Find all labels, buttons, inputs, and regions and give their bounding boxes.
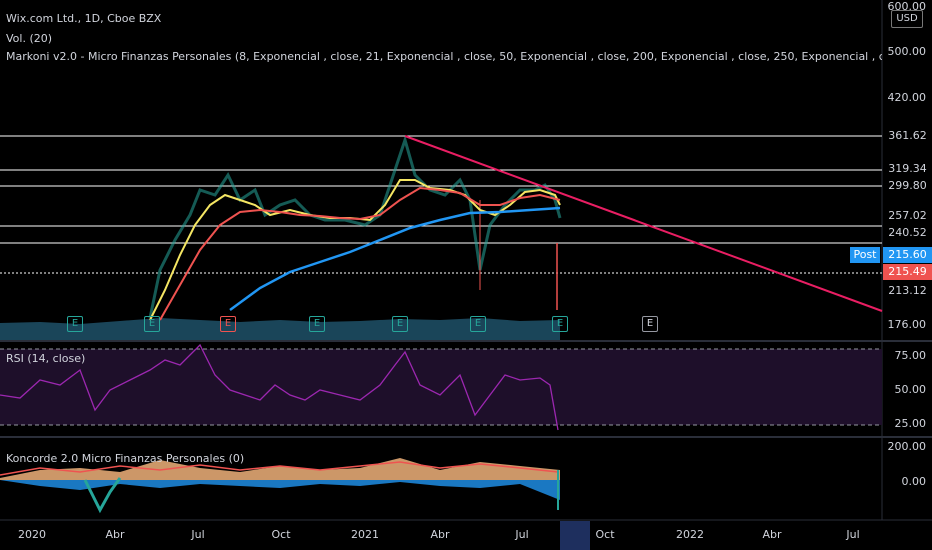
time-axis-label: Abr (762, 528, 782, 541)
time-axis-label: Jul (191, 528, 205, 541)
rsi-legend[interactable]: RSI (14, close) (6, 352, 86, 365)
koncorde-area-blue (0, 480, 560, 500)
time-axis-label: Jul (846, 528, 860, 541)
post-market-badge: Post (850, 247, 880, 263)
earnings-marker[interactable]: E (392, 316, 408, 332)
last-price-tag: 215.49 (883, 264, 932, 280)
descending-trendline (404, 135, 883, 312)
earnings-marker[interactable]: E (470, 316, 486, 332)
koncorde-red-line (0, 461, 559, 476)
price-axis-label: 600.00 (887, 0, 927, 13)
indicator-legend[interactable]: Markoni v2.0 - Micro Finanzas Personales… (6, 50, 882, 63)
ema-mid-line (159, 186, 561, 321)
earnings-marker[interactable]: E (309, 316, 325, 332)
price-tag: 213.12 (888, 284, 927, 297)
koncorde-green (83, 477, 122, 514)
volume-legend[interactable]: Vol. (20) (6, 32, 53, 45)
price-tag: 299.80 (888, 179, 927, 192)
rsi-band (0, 349, 882, 425)
price-axis-label: 500.00 (887, 45, 927, 58)
price-candles (148, 134, 562, 319)
time-axis-label: Oct (595, 528, 615, 541)
earnings-marker-upcoming[interactable]: E (642, 316, 658, 332)
ema-slow-line (229, 206, 561, 312)
time-axis-label: Oct (271, 528, 291, 541)
earnings-marker[interactable]: E (552, 316, 568, 332)
price-tag: 319.34 (888, 162, 927, 175)
price-tag: 240.52 (888, 226, 927, 239)
earnings-marker[interactable]: E (144, 316, 160, 332)
time-axis-label: Abr (430, 528, 450, 541)
price-axis-label: 176.00 (887, 318, 927, 331)
koncorde-axis-label: 200.00 (887, 440, 927, 453)
price-tag: 257.02 (888, 209, 927, 222)
currency-badge[interactable]: USD (891, 10, 923, 28)
time-axis-label: 2021 (351, 528, 379, 541)
rsi-axis-label: 25.00 (894, 417, 927, 430)
current-date-highlight (560, 521, 590, 550)
time-axis-label: Abr (105, 528, 125, 541)
time-axis-label: 2020 (18, 528, 46, 541)
time-axis-label: Jul (515, 528, 529, 541)
rsi-line (0, 343, 559, 431)
price-axis-label: 420.00 (887, 91, 927, 104)
rsi-axis-label: 50.00 (894, 383, 927, 396)
time-axis-label: 2022 (676, 528, 704, 541)
post-price-tag: 215.60 (883, 247, 932, 263)
koncorde-axis-label: 0.00 (901, 475, 927, 488)
earnings-marker[interactable]: E (220, 316, 236, 332)
price-tag: 361.62 (888, 129, 927, 142)
earnings-marker[interactable]: E (67, 316, 83, 332)
rsi-axis-label: 75.00 (894, 349, 927, 362)
symbol-legend[interactable]: Wix.com Ltd., 1D, Cboe BZX (6, 12, 162, 25)
koncorde-legend[interactable]: Koncorde 2.0 Micro Finanzas Personales (… (6, 452, 245, 465)
koncorde-area-orange (0, 458, 560, 480)
volume-area (0, 318, 560, 340)
ema-fast-line (149, 179, 561, 321)
